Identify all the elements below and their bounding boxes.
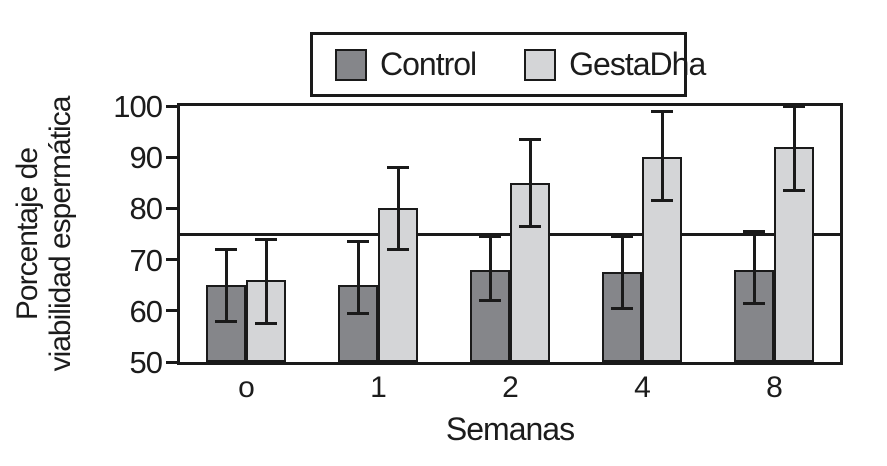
error-bar-cap (347, 240, 369, 244)
plot-area (177, 103, 843, 365)
error-bar-line (264, 239, 268, 324)
bar-gestadha-week-8 (774, 146, 814, 362)
y-tick-label: 50 (129, 345, 163, 380)
error-bar-cap (519, 137, 541, 141)
legend-swatch-gestadha-icon (524, 48, 557, 81)
error-bar-line (224, 249, 228, 322)
y-tick-mark (166, 309, 177, 313)
error-bar-cap (347, 311, 369, 315)
legend-item-control: Control (335, 45, 477, 82)
y-tick-label: 80 (129, 191, 163, 227)
error-bar-cap (783, 188, 805, 192)
y-axis-title-line1: Porcentaje de (11, 147, 44, 321)
error-bar-cap (651, 109, 673, 113)
error-bar-line (620, 236, 624, 309)
y-tick-label: 100 (113, 89, 163, 124)
error-bar-cap (479, 299, 501, 303)
legend-label-control: Control (380, 45, 477, 82)
x-tick-label-week-4: 4 (634, 371, 651, 404)
error-bar-cap (479, 235, 501, 239)
legend: Control GestaDha (310, 32, 706, 97)
y-tick-label: 70 (129, 242, 163, 278)
error-bar-cap (255, 237, 277, 241)
error-bar-cap (255, 322, 277, 326)
legend-item-gestadha: GestaDha (524, 45, 706, 82)
error-bar-cap (519, 224, 541, 228)
legend-label-gestadha: GestaDha (569, 45, 706, 82)
error-bar-cap (743, 301, 765, 305)
y-tick-mark (166, 155, 177, 159)
bar-control-week-o (206, 285, 246, 362)
error-bar-line (752, 231, 756, 304)
error-bar-line (528, 139, 532, 227)
error-bar-line (792, 106, 796, 191)
y-axis-title-line2: viabilidad espermática (44, 96, 77, 372)
y-axis-title: Porcentaje de viabilidad espermática (11, 74, 79, 394)
error-bar-cap (783, 104, 805, 108)
error-bar-cap (215, 247, 237, 251)
legend-swatch-control-icon (335, 48, 367, 81)
x-axis-title: Semanas (445, 411, 575, 447)
error-bar-cap (611, 235, 633, 239)
x-tick-label-week-1: 1 (370, 371, 387, 404)
y-tick-label: 90 (129, 140, 163, 176)
error-bar-cap (651, 199, 673, 203)
x-tick-label-week-2: 2 (502, 371, 519, 404)
error-bar-line (660, 111, 664, 201)
y-tick-mark (166, 360, 177, 364)
x-tick-label-week-o: o (238, 371, 255, 404)
error-bar-cap (743, 229, 765, 233)
error-bar-line (396, 167, 400, 250)
error-bar-line (488, 236, 492, 301)
x-tick-label-week-8: 8 (766, 371, 783, 404)
error-bar-cap (611, 306, 633, 310)
bar-gestadha-week-4 (642, 157, 682, 362)
error-bar-cap (387, 247, 409, 251)
y-tick-mark (166, 258, 177, 262)
y-tick-mark (166, 206, 177, 210)
error-bar-line (356, 241, 360, 314)
y-tick-mark (166, 104, 177, 108)
error-bar-cap (215, 319, 237, 323)
error-bar-cap (387, 165, 409, 169)
y-tick-label: 60 (129, 293, 163, 329)
